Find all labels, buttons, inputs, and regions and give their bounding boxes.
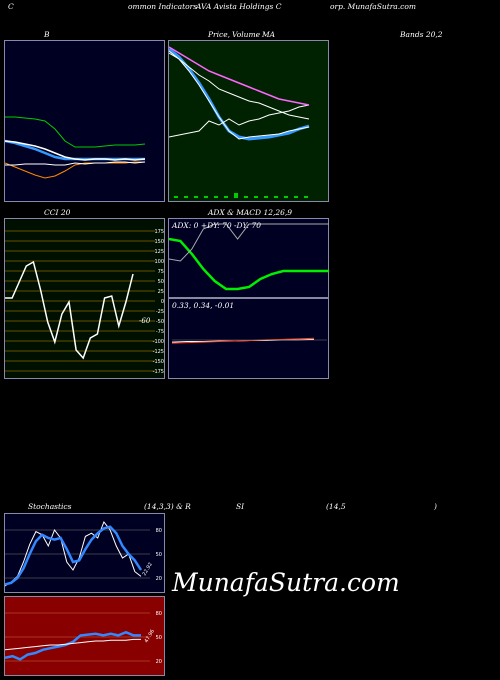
price-series-1 xyxy=(169,50,310,140)
macd-chart xyxy=(171,337,327,344)
price-series-4 xyxy=(169,46,310,106)
volume-bar xyxy=(264,196,268,198)
volume-bar xyxy=(234,193,238,198)
rsi-series-1 xyxy=(5,638,141,651)
cci-tick-label: -75 xyxy=(156,329,164,335)
volume-bar xyxy=(204,196,208,198)
cci-panel: 175 150 125 100 75 50 25 0 -25 -50 -75 -100 -125 -150… xyxy=(4,218,165,379)
cci-tick-label: -100 xyxy=(153,339,164,345)
rsi-params-label: (14,5 xyxy=(326,502,346,511)
cci-tick-label: 0 xyxy=(161,299,164,305)
bollinger-chart xyxy=(5,116,146,179)
stochastics-panel: 80 50 20 22.92 xyxy=(4,513,165,593)
price-series-2 xyxy=(169,104,310,138)
cci-tick-label: 125 xyxy=(154,249,164,255)
volume-bar xyxy=(244,196,248,198)
bands-label: Bands 20,2 xyxy=(400,30,443,39)
cci-tick-label: -25 xyxy=(156,309,164,315)
brand-watermark: MunafaSutra.com xyxy=(172,568,400,597)
volume-bar xyxy=(294,196,298,198)
rsi-tick-label: 50 xyxy=(156,635,162,641)
bb-series-2 xyxy=(5,161,145,179)
cci-tick-label: 175 xyxy=(154,229,164,235)
volume-bar xyxy=(224,196,228,198)
price-label: Price, xyxy=(208,30,231,39)
cci-tick-label: 75 xyxy=(158,269,164,275)
bb-series-3 xyxy=(5,140,146,161)
adx-chart xyxy=(169,223,329,299)
volume-bar xyxy=(194,196,198,198)
stoch-tick-label: 80 xyxy=(156,528,162,534)
rsi-panel: 80 50 20 47.96 xyxy=(4,596,165,676)
bb-series-0 xyxy=(5,116,146,148)
price-panel xyxy=(168,40,329,202)
cci-line xyxy=(5,260,134,360)
volume-bar xyxy=(214,196,218,198)
stoch-label: Stochastics xyxy=(28,502,72,511)
stoch-series-1 xyxy=(5,525,143,586)
stoch-params-label: (14,3,3) & R xyxy=(144,502,191,511)
cci-tick-label: -175 xyxy=(153,369,164,375)
rsi-chart: 80 50 20 47.96 xyxy=(5,611,162,665)
ma-label: MA xyxy=(262,30,276,39)
price-chart xyxy=(169,46,310,198)
volume-label: Volume xyxy=(232,30,261,39)
header-title-c: orp. MunafaSutra.com xyxy=(330,2,416,11)
rsi-tick-label: 80 xyxy=(156,611,162,617)
cci-last-label: -60 xyxy=(139,317,151,325)
cci-tick-label: 100 xyxy=(154,259,164,265)
price-series-3 xyxy=(169,52,310,120)
rsi-last-label: 47.96 xyxy=(144,629,156,644)
adx-readout: ADX: 0 +DY: 70 -DY: 70 xyxy=(172,221,262,230)
bb-label: B xyxy=(44,30,50,39)
macd-panel: 0.33, 0.34, -0.01 xyxy=(168,298,329,379)
cci-tick-label: 150 xyxy=(154,239,164,245)
header-title-b: AVA Avista Holdings C xyxy=(196,2,282,11)
cci-label: CCI 20 xyxy=(44,208,71,217)
price-series-0 xyxy=(169,47,310,141)
cci-chart: 175 150 125 100 75 50 25 0 -25 -50 -75 -100 -125 -150… xyxy=(5,229,164,375)
cci-tick-label: -150 xyxy=(153,359,164,365)
stoch-series-0 xyxy=(5,520,142,587)
si-label: SI xyxy=(236,502,245,511)
volume-bar xyxy=(284,196,288,198)
stoch-tick-label: 20 xyxy=(156,576,162,582)
cci-tick-label: 50 xyxy=(158,279,164,285)
volume-bar xyxy=(304,196,308,198)
volume-bar xyxy=(174,196,178,198)
volume-bar xyxy=(254,196,258,198)
stoch-tick-label: 50 xyxy=(156,552,162,558)
volume-bar xyxy=(184,196,188,198)
cci-tick-label: -50 xyxy=(156,319,164,325)
cci-tick-label: 25 xyxy=(158,289,164,295)
bb-series-4 xyxy=(5,161,146,166)
volume-bar xyxy=(274,196,278,198)
cci-tick-label: -125 xyxy=(153,349,164,355)
header-left: C xyxy=(8,2,14,11)
adx-label: ADX & MACD 12,26,9 xyxy=(208,208,293,217)
adx-series-1 xyxy=(169,223,329,262)
rsi-close-label: ) xyxy=(434,502,437,511)
bollinger-panel xyxy=(4,40,165,202)
header-title-a: ommon Indicators xyxy=(128,2,198,11)
macd-series-1 xyxy=(171,337,315,344)
rsi-tick-label: 20 xyxy=(156,659,162,665)
macd-readout: 0.33, 0.34, -0.01 xyxy=(172,301,235,310)
adx-panel: ADX: 0 +DY: 70 -DY: 70 xyxy=(168,218,329,299)
rsi-series-0 xyxy=(5,630,141,661)
stoch-last-label: 22.92 xyxy=(142,562,154,577)
adx-series-0 xyxy=(169,237,329,291)
